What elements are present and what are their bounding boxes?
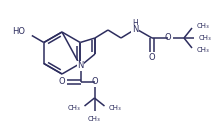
Text: N: N	[77, 61, 84, 71]
Text: N: N	[132, 25, 138, 35]
Text: H: H	[132, 19, 138, 29]
Text: CH₃: CH₃	[68, 105, 80, 111]
Text: CH₃: CH₃	[109, 105, 121, 111]
Text: CH₃: CH₃	[197, 47, 210, 53]
Text: CH₃: CH₃	[197, 23, 210, 29]
Text: O: O	[149, 52, 155, 61]
Text: O: O	[165, 33, 171, 41]
Text: O: O	[91, 77, 98, 86]
Text: HO: HO	[12, 27, 25, 36]
Text: CH₃: CH₃	[88, 116, 101, 122]
Text: O: O	[58, 77, 65, 87]
Text: CH₃: CH₃	[199, 35, 212, 41]
